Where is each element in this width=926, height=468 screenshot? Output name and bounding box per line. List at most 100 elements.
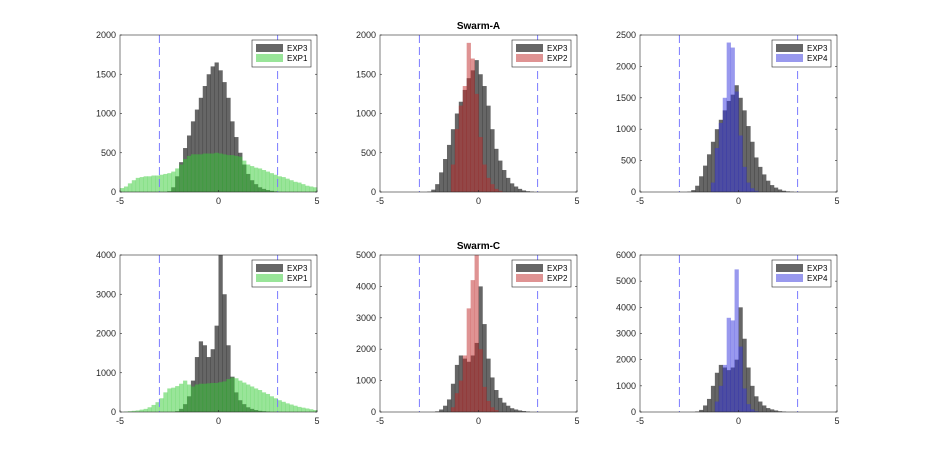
histogram-bar	[203, 384, 207, 412]
histogram-bar	[152, 405, 156, 412]
histogram-bar	[711, 183, 715, 192]
histogram-bar	[140, 177, 144, 192]
histogram-bar	[479, 349, 483, 412]
x-tick-label: -5	[116, 196, 124, 206]
histogram-bar	[297, 407, 301, 412]
histogram-bar	[297, 183, 301, 192]
y-tick-label: 1000	[616, 124, 636, 134]
histogram-bar	[171, 388, 175, 412]
histogram-bar	[191, 154, 195, 192]
histogram-bar	[230, 155, 234, 192]
y-tick-label: 4000	[616, 302, 636, 312]
legend-swatch	[256, 264, 283, 272]
legend-swatch	[256, 44, 283, 52]
histogram-bar	[443, 159, 447, 192]
histogram-bar	[258, 390, 262, 412]
x-tick-label: 0	[476, 196, 481, 206]
histogram-bar	[148, 176, 152, 192]
y-tick-label: 2000	[356, 344, 376, 354]
histogram-bar	[278, 176, 282, 192]
histogram-bar	[431, 190, 435, 192]
histogram-bar	[159, 398, 163, 412]
histogram-bar	[120, 188, 124, 192]
histogram-bar	[502, 403, 506, 412]
histogram-bar	[226, 379, 230, 412]
subplot-title: Swarm-A	[457, 21, 500, 32]
y-tick-label: 5000	[356, 250, 376, 260]
histogram-bar	[183, 159, 187, 192]
histogram-bar	[226, 155, 230, 192]
legend-swatch	[776, 264, 803, 272]
histogram-bar	[270, 173, 274, 192]
histogram-bar	[490, 184, 494, 192]
histogram-bar	[285, 403, 289, 412]
histogram-bar	[152, 176, 156, 192]
histogram-bar	[463, 86, 467, 192]
histogram-bar	[163, 174, 167, 192]
histogram-bar	[250, 166, 254, 192]
x-tick-label: -5	[636, 416, 644, 426]
x-tick-label: 0	[736, 196, 741, 206]
histogram-bar	[242, 383, 246, 412]
x-tick-label: -5	[116, 416, 124, 426]
histogram-bar	[219, 154, 223, 192]
histogram-bar	[742, 167, 746, 192]
x-tick-label: -5	[636, 196, 644, 206]
histogram-bar	[443, 406, 447, 412]
histogram-bar	[451, 165, 455, 192]
histogram-bar	[187, 156, 191, 192]
histogram-bar	[479, 137, 483, 192]
legend-label: EXP1	[287, 54, 308, 63]
y-tick-label: 1000	[96, 368, 116, 378]
y-tick-label: 1500	[616, 93, 636, 103]
y-tick-label: 4000	[96, 250, 116, 260]
histogram-bar	[754, 157, 758, 192]
histogram-bar	[498, 398, 502, 412]
histogram-bar	[754, 396, 758, 412]
x-tick-label: -5	[376, 416, 384, 426]
histogram-bar	[293, 406, 297, 412]
histogram-bar	[234, 378, 238, 412]
histogram-bar	[148, 407, 152, 412]
legend-swatch	[776, 44, 803, 52]
histogram-bar	[490, 407, 494, 412]
histogram-bar	[482, 387, 486, 412]
x-tick-label: 0	[216, 196, 221, 206]
legend-label: EXP4	[807, 54, 828, 63]
histogram-bar	[187, 385, 191, 412]
y-tick-label: 3000	[356, 313, 376, 323]
histogram-bar	[242, 161, 246, 192]
histogram-bar	[490, 377, 494, 412]
histogram-bar	[175, 386, 179, 412]
histogram-bar	[774, 188, 778, 192]
legend-swatch	[516, 44, 543, 52]
x-tick-label: 5	[574, 196, 579, 206]
histogram-bar	[207, 383, 211, 412]
histogram-bar	[699, 176, 703, 192]
histogram-bar	[309, 187, 313, 192]
legend-label: EXP3	[547, 264, 568, 273]
x-tick-label: 5	[314, 416, 319, 426]
histogram-bar	[490, 129, 494, 192]
histogram-bar	[262, 170, 266, 192]
histogram-bar	[305, 186, 309, 192]
y-tick-label: 5000	[616, 276, 636, 286]
histogram-bar	[770, 409, 774, 412]
histogram-bar	[451, 407, 455, 412]
histogram-bar	[128, 183, 132, 192]
histogram-bar	[735, 92, 739, 192]
histogram-bar	[699, 410, 703, 412]
legend-label: EXP3	[287, 44, 308, 53]
histogram-bar	[758, 167, 762, 192]
histogram-bar	[723, 365, 727, 412]
y-tick-label: 6000	[616, 250, 636, 260]
histogram-bar	[455, 129, 459, 192]
histogram-bar	[731, 320, 735, 412]
y-tick-label: 500	[101, 148, 116, 158]
histogram-bar	[494, 149, 498, 192]
histogram-bar	[136, 178, 140, 192]
